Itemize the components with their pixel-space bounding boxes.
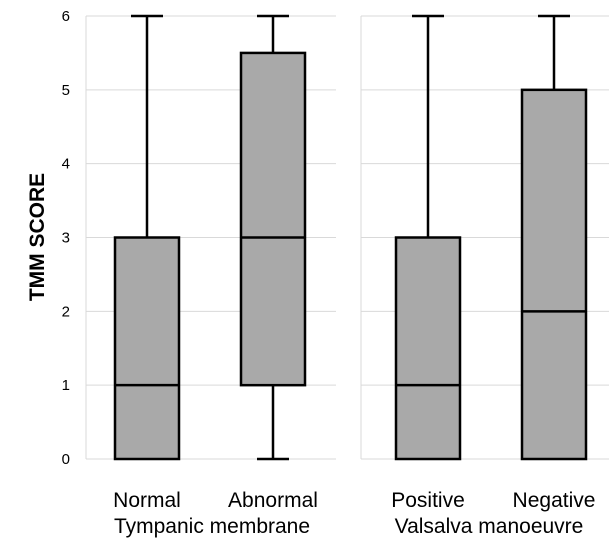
y-tick-label: 3	[62, 230, 70, 247]
y-tick-label: 2	[62, 303, 70, 320]
group-label: Valsalva manoeuvre	[395, 515, 584, 538]
group-label: Tympanic membrane	[114, 515, 310, 538]
y-tick-label: 1	[62, 377, 70, 394]
category-label: Normal	[113, 489, 181, 512]
box-normal	[113, 236, 181, 461]
y-tick-label: 6	[62, 8, 70, 25]
y-tick-label: 4	[62, 156, 70, 173]
y-tick-label: 0	[62, 451, 70, 468]
category-label: Abnormal	[228, 489, 318, 512]
box-abnormal	[239, 51, 307, 387]
y-axis-label: TMM SCORE	[26, 173, 49, 301]
category-label: Negative	[513, 489, 596, 512]
box-positive	[394, 236, 462, 461]
y-tick-label: 5	[62, 82, 70, 99]
category-label: Positive	[391, 489, 465, 512]
box-negative	[520, 88, 588, 461]
